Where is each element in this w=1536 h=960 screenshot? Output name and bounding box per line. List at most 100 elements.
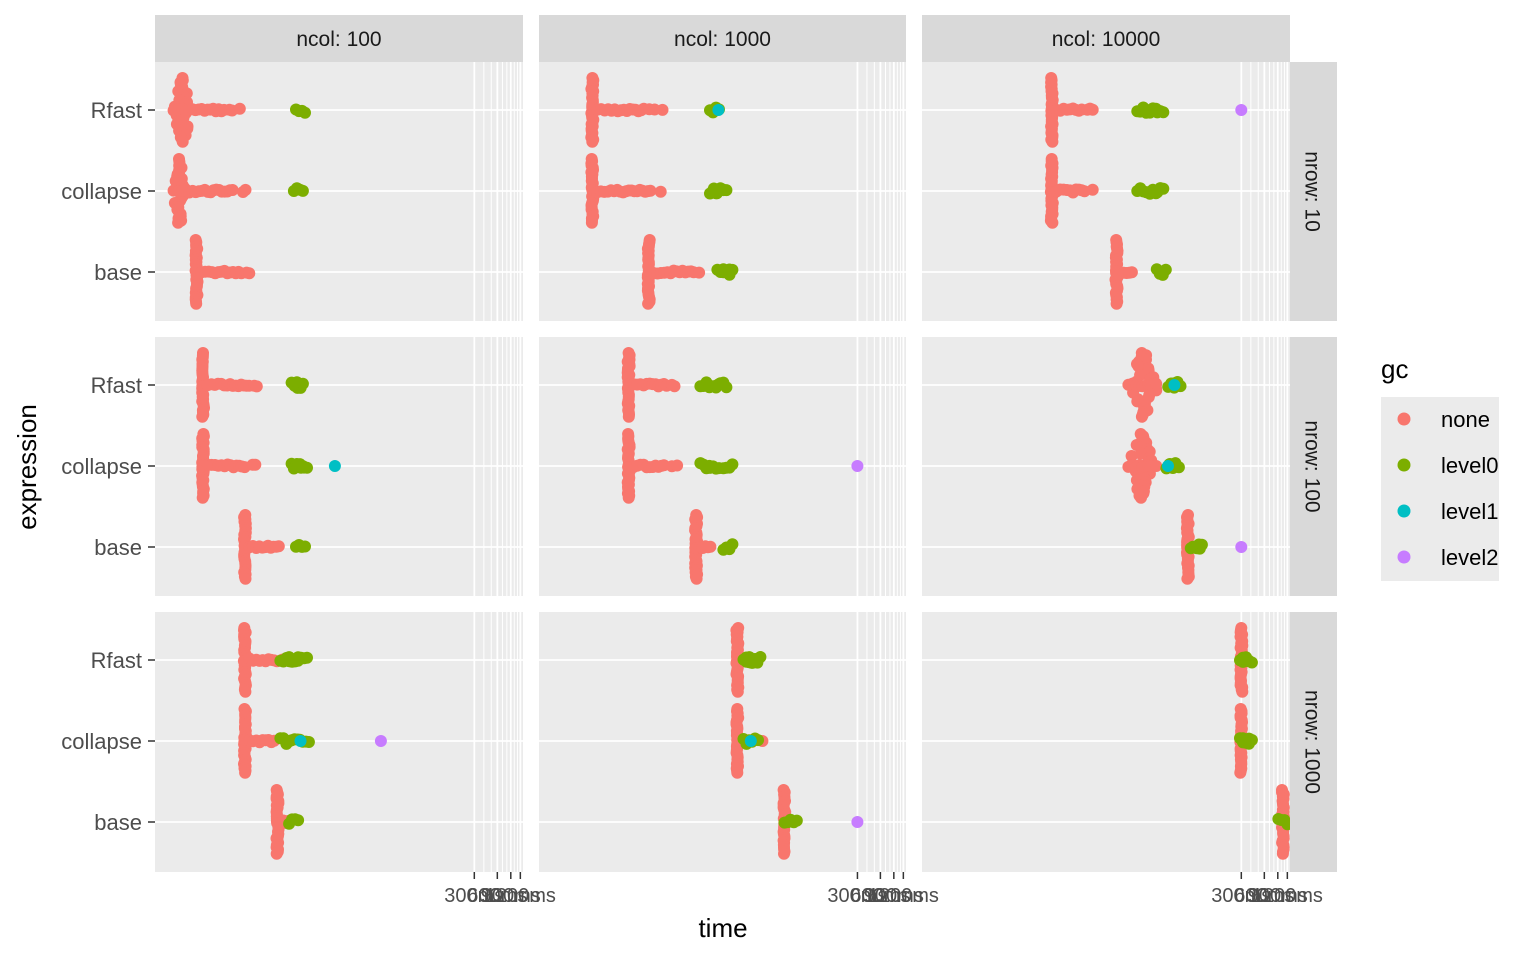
point-none <box>243 267 256 280</box>
legend-key-level2 <box>1397 550 1411 564</box>
point-level1 <box>1162 460 1174 472</box>
panel-r2-c1 <box>539 612 906 872</box>
point-none <box>654 185 667 198</box>
legend-label-level1: level1 <box>1441 499 1498 524</box>
point-none <box>272 540 285 553</box>
point-level1 <box>712 104 725 116</box>
point-none <box>1150 460 1163 472</box>
panel-background <box>539 612 906 872</box>
strip-top-0 <box>155 15 523 62</box>
point-none <box>1046 135 1059 148</box>
strip-right-label: nrow: 10 <box>1301 151 1324 232</box>
point-none <box>690 572 703 585</box>
point-level0 <box>1195 538 1208 551</box>
point-level2 <box>851 460 864 472</box>
strip-top-2 <box>922 15 1290 62</box>
point-level1 <box>328 460 341 472</box>
legend-label-none: none <box>1441 407 1490 432</box>
point-none <box>642 297 655 310</box>
strip-top-label: ncol: 10000 <box>1052 28 1161 51</box>
x-tick-label: 300ms <box>1211 885 1271 907</box>
point-none <box>239 685 252 698</box>
point-level0 <box>720 184 733 197</box>
strips-layer: ncol: 100 ncol: 1000 ncol: 10000 nrow: 10 nr… <box>155 15 1337 872</box>
point-none <box>778 847 790 860</box>
point-none <box>190 297 203 310</box>
point-level0 <box>726 458 739 471</box>
y-tick-label: collapse <box>61 729 142 754</box>
point-level0 <box>299 540 311 553</box>
legend-label-level0: level0 <box>1441 453 1498 478</box>
panel-r0-c2 <box>922 62 1290 321</box>
y-tick-label: base <box>94 260 142 285</box>
point-none <box>1110 297 1123 310</box>
point-none <box>622 491 635 504</box>
point-none <box>239 766 252 779</box>
point-none <box>671 459 684 472</box>
legend-title: gc <box>1381 354 1408 384</box>
panel-points-r0-c0 <box>167 72 311 310</box>
y-axis-title: expression <box>12 404 42 530</box>
panel-points-r2-c1 <box>730 622 864 860</box>
legend-key-background <box>1381 397 1499 581</box>
point-none <box>239 572 252 585</box>
point-level0 <box>726 538 739 551</box>
point-level2 <box>851 816 864 828</box>
legend: gc none level0 level1 level2 <box>1381 354 1499 581</box>
point-level0 <box>299 106 311 119</box>
point-none <box>1181 572 1194 585</box>
point-none <box>704 540 717 553</box>
point-none <box>731 685 744 698</box>
point-level0 <box>1245 734 1258 746</box>
x-tick-label: 300ms <box>827 885 887 907</box>
point-level0 <box>1157 106 1170 119</box>
x-tick-label: 600ms <box>850 885 910 907</box>
point-none <box>250 380 263 393</box>
point-none <box>656 103 669 116</box>
point-level2 <box>1235 104 1248 116</box>
y-tick-label: collapse <box>61 454 142 479</box>
y-tick-label: Rfast <box>91 373 142 398</box>
point-none <box>585 216 598 229</box>
point-level2 <box>374 735 387 747</box>
point-none <box>1234 766 1247 779</box>
x-tick-label: 900ms <box>481 885 541 907</box>
y-tick-label: base <box>94 810 142 835</box>
point-level1 <box>1168 379 1181 391</box>
x-tick-label: 1200ms <box>868 885 939 907</box>
strip-right-label: nrow: 100 <box>1301 420 1324 512</box>
x-tick-label: 1200ms <box>485 885 556 907</box>
point-level0 <box>754 651 767 663</box>
point-none <box>1135 491 1147 504</box>
strip-right-0 <box>1290 62 1337 321</box>
point-level0 <box>1157 182 1170 195</box>
panel-points-r1-c1 <box>621 347 864 585</box>
point-level0 <box>296 184 309 197</box>
panel-points-r1-c2 <box>1122 347 1248 585</box>
x-axis-title: time <box>698 913 747 943</box>
point-none <box>586 135 599 148</box>
x-tick-label: 600ms <box>1234 885 1294 907</box>
point-level0 <box>1159 263 1172 276</box>
panel-r2-c0 <box>155 612 523 872</box>
point-none <box>731 766 744 779</box>
panel-background <box>155 612 523 872</box>
point-level0 <box>292 814 305 827</box>
strip-right-1 <box>1290 337 1337 596</box>
point-none <box>1125 450 1138 462</box>
point-none <box>668 380 681 393</box>
strip-right-2 <box>1290 612 1337 872</box>
panel-points-r0-c1 <box>585 72 739 310</box>
point-none <box>1046 216 1059 229</box>
y-tick-label: base <box>94 535 142 560</box>
panel-background <box>922 612 1290 872</box>
point-none <box>1150 377 1163 390</box>
point-none <box>644 184 657 197</box>
panel-points-r0-c2 <box>1044 72 1248 310</box>
point-none <box>172 216 185 229</box>
point-none <box>622 410 635 423</box>
point-level0 <box>301 461 313 474</box>
point-level0 <box>726 263 739 276</box>
y-tick-label: Rfast <box>91 648 142 673</box>
panel-points-r2-c0 <box>237 622 387 860</box>
